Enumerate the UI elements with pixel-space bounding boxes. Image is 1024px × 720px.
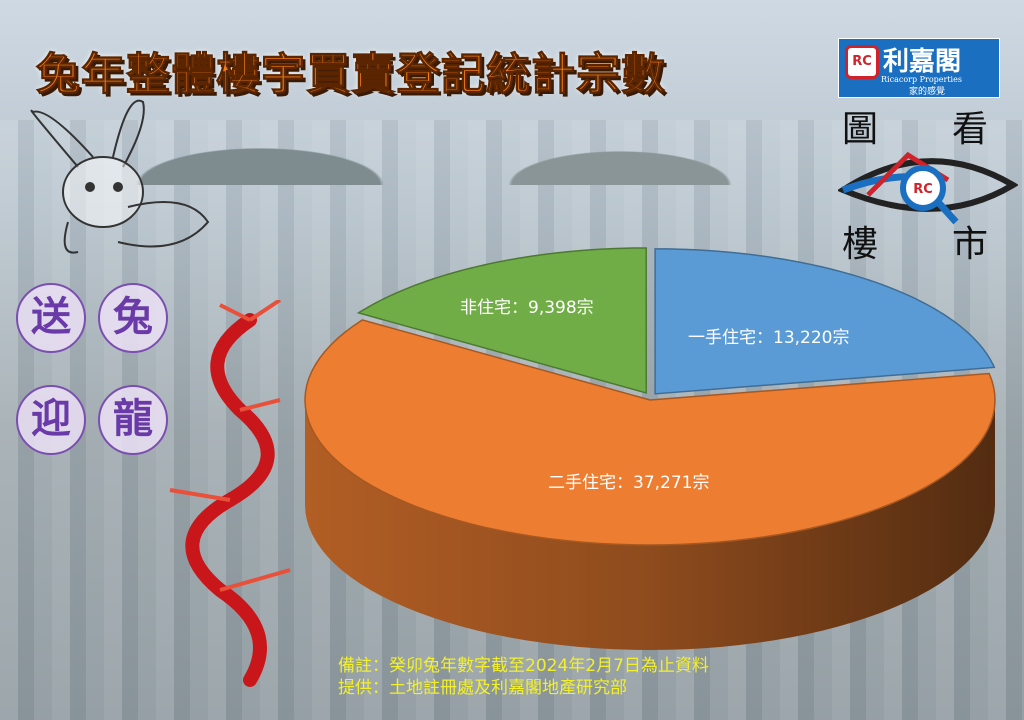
pie-slice-一手住宅: [654, 248, 996, 395]
logo-name-cn: 利嘉閣: [883, 47, 962, 77]
page-title: 兔年整體樓宇買賣登記統計宗數: [36, 49, 666, 101]
footnote-source: 提供：土地註冊處及利嘉閣地產研究部: [338, 678, 627, 698]
svg-text:RC: RC: [913, 182, 933, 197]
slice-label-non-residential: 非住宅：9,398宗: [460, 298, 594, 318]
slice-label-second-hand: 二手住宅：37,271宗: [548, 473, 710, 493]
footnote-remark: 備註：癸卯兔年數字截至2024年2月7日為止資料: [338, 656, 709, 676]
badge-welcome: 迎: [16, 385, 86, 455]
side-word: 樓: [842, 224, 879, 265]
eye-logo-icon: RC: [838, 151, 1018, 225]
mountain-background: [0, 95, 1024, 185]
side-word: 市: [952, 224, 989, 265]
rabbit-illustration: [30, 99, 210, 254]
pie-side-二手住宅: [305, 400, 995, 650]
badge-rabbit: 兔: [98, 283, 168, 353]
logo-name-en: Ricacorp Properties: [881, 75, 962, 84]
dragon-illustration: [169, 300, 291, 687]
slice-label-first-hand: 一手住宅：13,220宗: [688, 328, 850, 348]
badge-send: 送: [16, 283, 86, 353]
ricacorp-logo: RC 利嘉閣 Ricacorp Properties 家的感覺: [838, 38, 1000, 98]
rc-logo-icon: RC: [845, 45, 879, 79]
logo-slogan: 家的感覺: [909, 87, 946, 97]
side-word: 圖: [842, 109, 879, 150]
pie-slice-二手住宅: [304, 319, 996, 546]
side-word: 看: [952, 109, 989, 150]
pie-slice-非住宅: [356, 247, 647, 394]
badge-dragon: 龍: [98, 385, 168, 455]
